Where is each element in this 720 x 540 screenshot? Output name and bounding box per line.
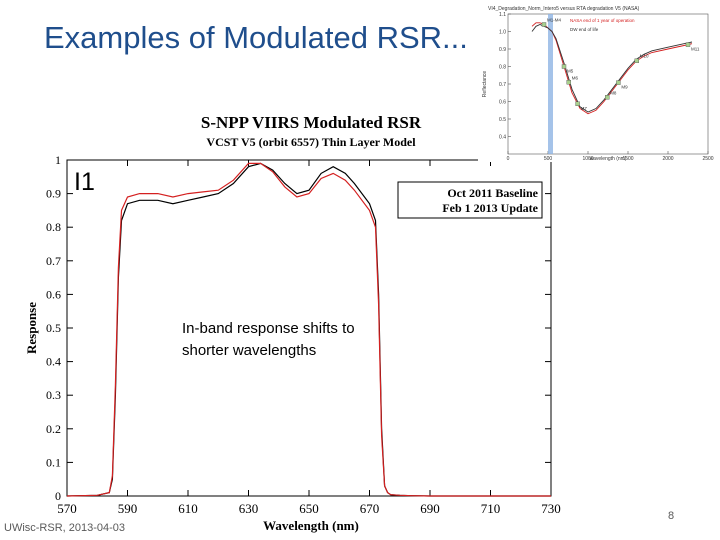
chart-title: S-NPP VIIRS Modulated RSR: [201, 113, 422, 132]
inset-band-marker: [685, 42, 691, 47]
y-tick-label: 0.6: [46, 287, 61, 301]
inset-title: VI4_Degradation_Norm_Intero5 versus RTA …: [488, 6, 640, 12]
inset-x-tick-label: 0: [507, 156, 510, 162]
y-tick-label: 0.7: [46, 254, 61, 268]
inset-x-axis-label: wavelength (nm): [590, 156, 627, 162]
inset-legend-entry-dw: DW end of life: [570, 27, 599, 32]
inset-band-label: M5: [567, 69, 574, 74]
inset-y-axis-label: Reflectance: [482, 71, 488, 98]
inset-band-marker: [604, 95, 610, 100]
inset-y-tick-label: 0.5: [499, 117, 506, 123]
inset-legend-entry-nasa: NASA end of 1 year of operation: [570, 18, 635, 23]
series-line-update: [66, 162, 551, 497]
inset-y-tick-label: 0.8: [499, 65, 506, 71]
axis-ticks: 570 590 610 630 650 670 690 710 730 0 0.1 0.2 0.3 0.4…: [46, 153, 561, 516]
inset-band-label: M6: [572, 75, 579, 80]
footer-text: UWisc-RSR, 2013-04-03: [4, 522, 126, 534]
inset-axis-ticks: 0 500 1000 1500 2000 2500 0.4 0.5 0.6 0.7 0.8 0.9 1.…: [499, 12, 714, 162]
x-tick-label: 650: [299, 501, 319, 516]
inset-y-tick-label: 0.6: [499, 100, 506, 106]
band-label: I1: [74, 168, 95, 196]
legend-entry-baseline: Oct 2011 Baseline: [447, 186, 538, 200]
inset-band-label: M1-M4: [547, 18, 561, 23]
inset-series-line-1: [531, 24, 693, 113]
x-tick-label: 610: [178, 501, 198, 516]
inset-band-label: M9: [621, 85, 628, 90]
series-lines: [66, 162, 551, 497]
x-tick-label: 710: [481, 501, 501, 516]
slide-title: Examples of Modulated RSR...: [44, 20, 468, 55]
inset-x-tick-label: 1500: [622, 156, 633, 162]
inset-band-marker: [566, 80, 572, 85]
inset-y-tick-label: 0.4: [499, 135, 506, 141]
y-tick-label: 0.9: [46, 187, 61, 201]
y-tick-label: 0.8: [46, 220, 61, 234]
y-tick-label: 0.4: [46, 355, 61, 369]
inset-band-label: M11: [691, 47, 700, 52]
x-tick-label: 630: [239, 501, 259, 516]
inset-band-marker: [616, 80, 621, 85]
page-number: 8: [668, 510, 675, 522]
inset-highlight-band: [548, 14, 553, 154]
y-tick-label: 0.3: [46, 388, 61, 402]
inset-y-tick-label: 1.0: [499, 30, 506, 36]
inset-x-tick-label: 2000: [662, 156, 673, 162]
inset-band-label: M7: [581, 106, 588, 111]
inset-series-lines: [531, 22, 693, 115]
callout-text: In-band response shifts to shorter wavel…: [182, 320, 355, 359]
x-tick-label: 690: [420, 501, 440, 516]
x-tick-label: 670: [360, 501, 380, 516]
inset-band-marker: [575, 101, 580, 106]
y-tick-label: 0.5: [46, 321, 61, 335]
y-tick-label: 0.1: [46, 455, 61, 469]
inset-x-tick-label: 1000: [582, 156, 593, 162]
inset-band-marker: [634, 58, 640, 63]
x-tick-label: 730: [541, 501, 561, 516]
inset-band-marker: [541, 22, 547, 27]
y-axis-label: Response: [24, 302, 39, 354]
inset-y-tick-label: 1.1: [499, 12, 506, 18]
y-tick-label: 1: [55, 153, 61, 167]
inset-y-tick-label: 0.9: [499, 47, 506, 53]
x-tick-label: 590: [118, 501, 138, 516]
inset-y-tick-label: 0.7: [499, 82, 506, 88]
chart-subtitle: VCST V5 (orbit 6557) Thin Layer Model: [206, 135, 416, 149]
legend-entry-update: Feb 1 2013 Update: [442, 201, 538, 215]
x-tick-label: 570: [57, 501, 77, 516]
inset-band-label: M8: [610, 90, 617, 95]
inset-degradation-chart: VI4_Degradation_Norm_Intero5 versus RTA …: [478, 2, 714, 162]
legend-box: [397, 181, 543, 219]
inset-x-tick-label: 2500: [702, 156, 713, 162]
inset-band-label: M10: [640, 54, 649, 59]
inset-x-tick-label: 500: [544, 156, 553, 162]
y-tick-label: 0: [55, 489, 61, 503]
inset-series-line-0: [531, 22, 693, 115]
inset-band-marker: [561, 64, 567, 69]
inset-plot-frame: [507, 13, 709, 155]
y-tick-label: 0.2: [46, 422, 61, 436]
x-axis-label: Wavelength (nm): [263, 518, 359, 533]
